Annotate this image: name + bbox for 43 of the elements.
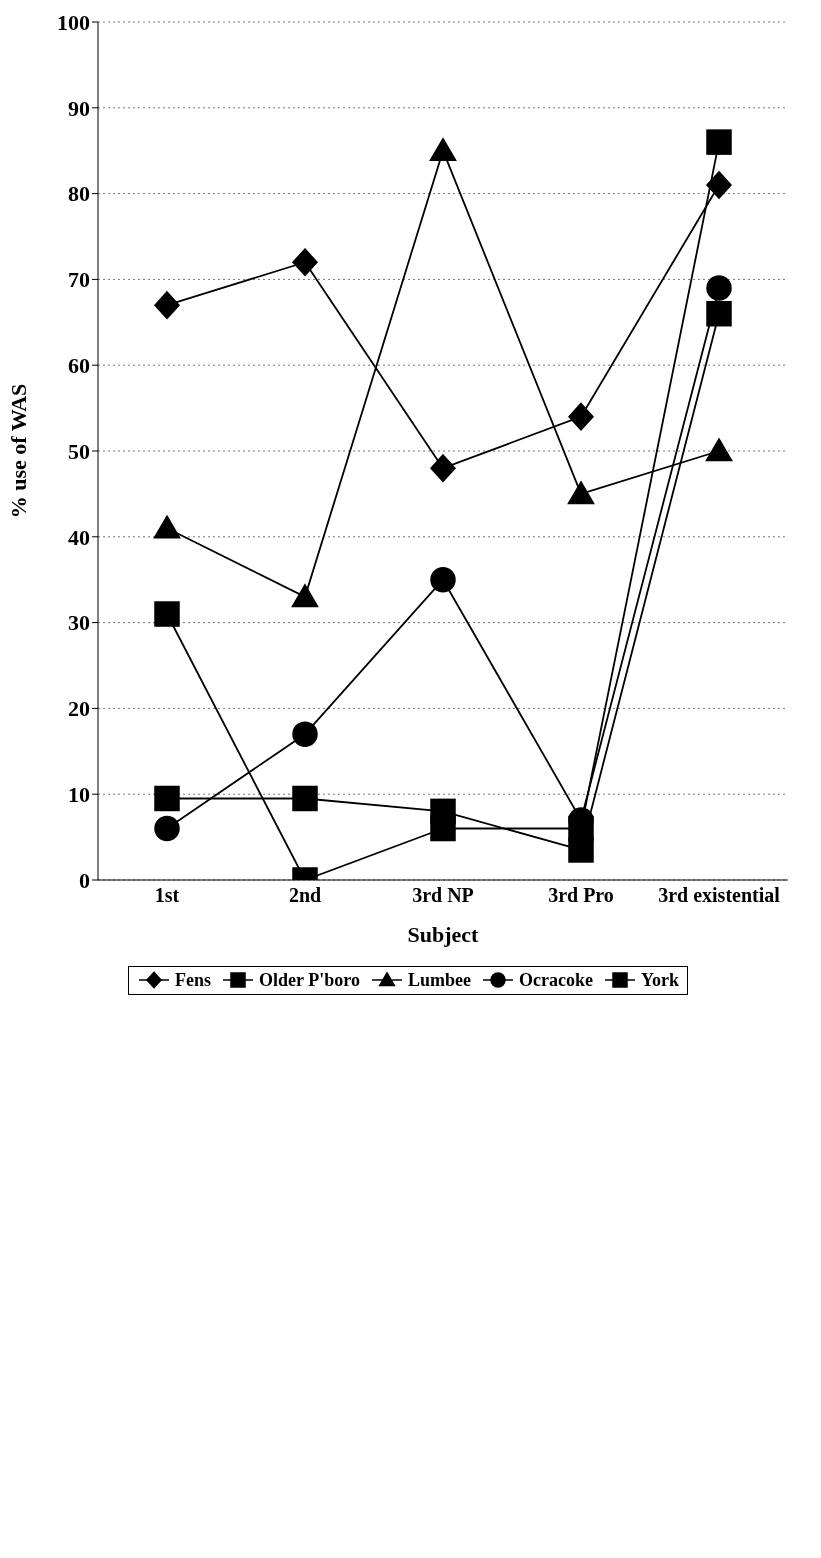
legend-label: Older P'boro: [258, 969, 360, 991]
y-tick-label: 100: [57, 9, 90, 35]
y-tick-label: 30: [68, 610, 90, 636]
y-tick-label: 0: [79, 867, 90, 893]
x-tick-label: 1st: [154, 884, 180, 907]
y-tick-label: 70: [68, 267, 90, 293]
point: [292, 721, 318, 747]
point: [292, 248, 318, 277]
x-tick-label: 3rd Pro: [548, 884, 614, 907]
point: [706, 171, 732, 199]
y-tick-label: 40: [68, 524, 90, 550]
legend-label: Fens: [174, 969, 212, 991]
y-tick-label: 90: [68, 95, 90, 121]
point: [706, 275, 732, 301]
point: [430, 815, 456, 842]
point: [706, 300, 732, 327]
y-tick-label: 50: [68, 438, 90, 464]
legend-label: York: [639, 969, 679, 991]
y-tick-label: 60: [68, 353, 90, 379]
point: [291, 584, 319, 608]
point: [154, 291, 180, 320]
x-tick-label: 2nd: [288, 884, 322, 907]
point: [430, 566, 456, 593]
point: [567, 481, 595, 505]
y-tick-label: 80: [68, 181, 90, 207]
point: [154, 815, 180, 842]
y-tick-label: 10: [68, 782, 90, 808]
point: [568, 402, 594, 431]
x-axis-title: Subject: [407, 922, 480, 947]
y-tick-label: 20: [68, 696, 90, 722]
point: [153, 515, 181, 539]
point: [154, 601, 180, 627]
point: [154, 785, 180, 812]
point: [292, 785, 318, 812]
point: [705, 438, 733, 462]
legend-label: Lumbee: [406, 969, 471, 991]
point: [430, 454, 456, 483]
x-tick-label: 3rd NP: [412, 884, 474, 907]
point: [429, 137, 457, 162]
y-axis-title: % use of WAS: [5, 383, 31, 519]
point: [706, 129, 732, 155]
x-tick-label: 3rd existential: [658, 884, 781, 907]
legend-label: Ocracoke: [517, 969, 593, 991]
